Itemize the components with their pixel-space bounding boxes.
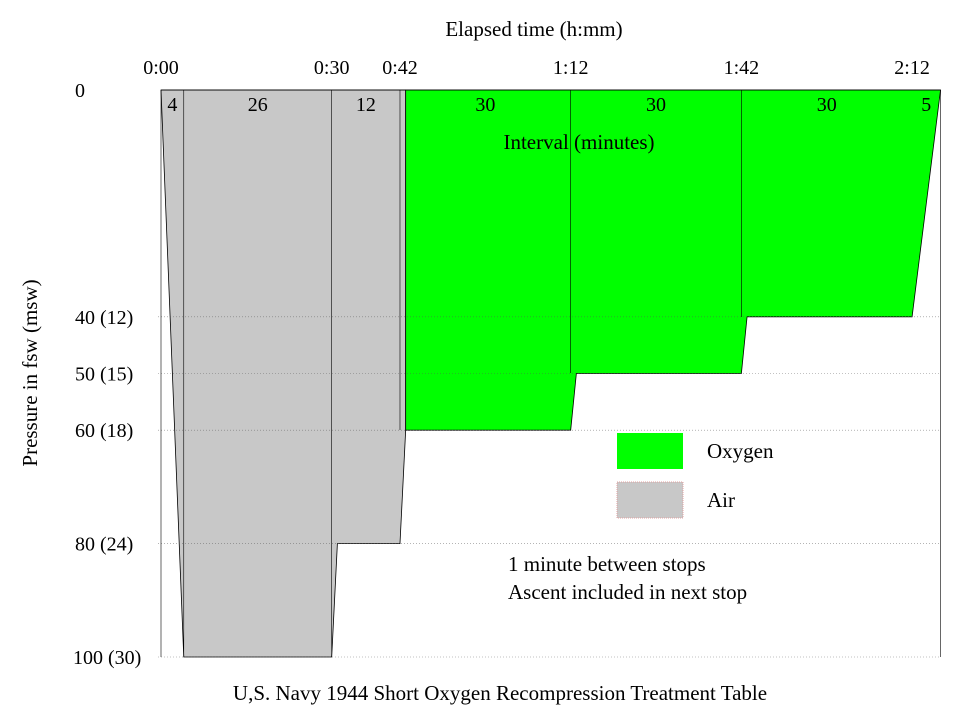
y-tick-label: 60 (18) bbox=[75, 420, 133, 442]
legend: Oxygen Air bbox=[616, 433, 774, 519]
y-tick-label: 100 (30) bbox=[73, 647, 141, 669]
note-1: 1 minute between stops bbox=[508, 552, 706, 576]
x-tick-label: 0:30 bbox=[314, 57, 350, 79]
interval-label: Interval (minutes) bbox=[503, 130, 654, 154]
interval-label-value: 12 bbox=[356, 94, 376, 116]
interval-label-value: 30 bbox=[646, 94, 666, 116]
y-axis-title: Pressure in fsw (msw) bbox=[18, 279, 42, 466]
y-tick-label: 40 (12) bbox=[75, 307, 133, 329]
y-tick-label: 80 (24) bbox=[75, 534, 133, 556]
interval-label-value: 26 bbox=[248, 94, 268, 116]
note-2: Ascent included in next stop bbox=[508, 580, 747, 604]
plot-area: 0 40 (12) 50 (15) 60 (18) 80 (24) 100 (30) 4 26… bbox=[73, 57, 941, 669]
x-tick-label: 0:00 bbox=[143, 57, 179, 79]
interval-label-value: 30 bbox=[817, 94, 837, 116]
interval-label-value: 5 bbox=[921, 94, 931, 116]
series-oxygen-area bbox=[405, 89, 941, 431]
x-axis-title: Elapsed time (h:mm) bbox=[445, 17, 622, 41]
y-tick-label: 0 bbox=[75, 80, 85, 102]
chart-title: U,S. Navy 1944 Short Oxygen Recompressio… bbox=[233, 681, 767, 705]
x-tick-label: 0:42 bbox=[382, 57, 418, 79]
interval-label-value: 4 bbox=[167, 94, 177, 116]
interval-label-value: 30 bbox=[475, 94, 495, 116]
legend-label-air: Air bbox=[707, 488, 735, 512]
legend-label-oxygen: Oxygen bbox=[707, 439, 774, 463]
legend-swatch-oxygen bbox=[617, 433, 683, 469]
y-tick-label: 50 (15) bbox=[75, 364, 133, 386]
x-tick-label: 1:12 bbox=[553, 57, 589, 79]
x-tick-label: 1:42 bbox=[724, 57, 760, 79]
legend-swatch-air bbox=[616, 481, 684, 519]
x-tick-label: 2:12 bbox=[894, 57, 930, 79]
